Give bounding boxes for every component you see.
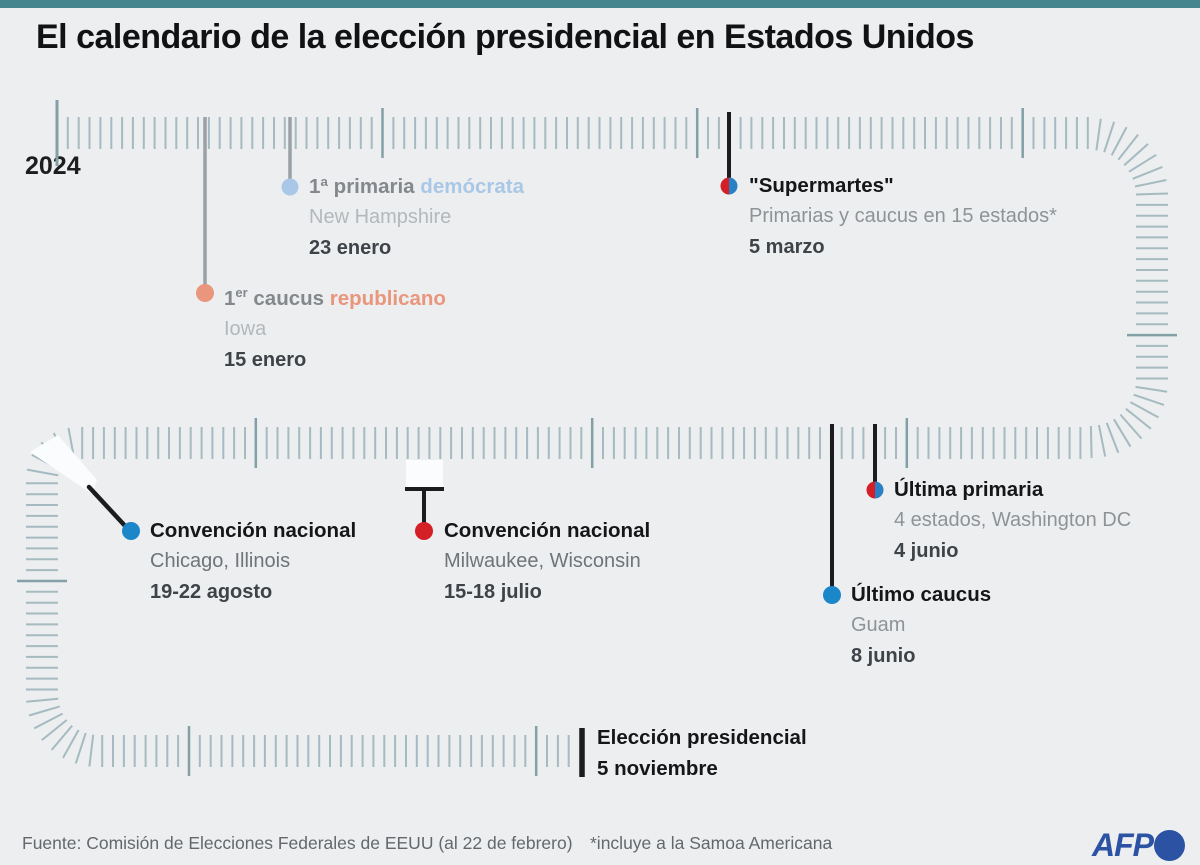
ruler-tick <box>1103 121 1116 153</box>
ruler-tick <box>1089 425 1093 459</box>
ruler-tick <box>1125 408 1152 430</box>
ruler-tick <box>26 468 59 477</box>
event-date: 23 enero <box>309 237 392 259</box>
ruler-tick <box>41 719 68 741</box>
event-title: Último caucus <box>851 583 992 606</box>
event-election-day: Elección presidencial 5 noviembre <box>597 722 807 784</box>
dot-convention-dem <box>122 522 140 540</box>
afp-logo-text: AFP <box>1092 827 1154 863</box>
ruler-tick <box>1123 143 1149 167</box>
ruler-tick <box>28 705 60 717</box>
event-title: "Supermartes" <box>749 174 894 197</box>
connector-chicago <box>86 484 130 531</box>
footnote: *incluye a la Samoa Americana <box>590 833 833 853</box>
event-last-caucus: Último caucus Guam 8 junio <box>851 579 991 672</box>
dot-first-republican-caucus <box>196 284 214 302</box>
page-title: El calendario de la elección presidencia… <box>36 18 974 56</box>
event-convention-dem: Convención nacional Chicago, Illinois 19… <box>150 515 356 608</box>
ruler-tick <box>62 729 80 759</box>
timeline-ticks <box>17 100 1177 776</box>
ruler-tick <box>1113 418 1132 448</box>
ruler-tick <box>1119 413 1143 440</box>
ruler-tick <box>88 734 95 767</box>
event-date: 15 enero <box>224 348 307 371</box>
event-place: Iowa <box>224 317 267 340</box>
dot-convention-rep <box>415 522 433 540</box>
year-label: 2024 <box>25 152 81 180</box>
dot-last-primary-blue-half <box>875 481 884 499</box>
event-place: Guam <box>851 614 906 636</box>
ruler-tick <box>1132 165 1163 180</box>
event-convention-rep: Convención nacional Milwaukee, Wisconsin… <box>444 515 650 608</box>
callout-mask-milwaukee <box>406 460 443 489</box>
event-last-primary: Última primaria 4 estados, Washington DC… <box>894 474 1131 567</box>
dot-first-democratic-primary <box>281 178 299 196</box>
event-place: Chicago, Illinois <box>150 550 291 572</box>
callout-mask-chicago <box>30 435 97 494</box>
ruler-tick <box>1105 422 1120 454</box>
event-title: Convención nacional <box>444 519 651 542</box>
event-place: New Hampshire <box>309 206 452 228</box>
event-date: 4 junio <box>894 540 959 562</box>
ruler-tick <box>1128 153 1157 173</box>
ruler-tick <box>33 712 64 730</box>
ruler-tick <box>1097 424 1107 457</box>
event-supertuesday: "Supermartes" Primarias y caucus en 15 e… <box>749 170 1057 263</box>
ruler-tick <box>26 697 59 703</box>
event-title: Convención nacional <box>150 519 357 542</box>
event-date: 5 marzo <box>749 236 825 258</box>
ruler-tick <box>1135 385 1168 393</box>
dot-last-caucus <box>823 586 841 604</box>
event-title: 1ª primaria demócrata <box>309 175 524 198</box>
event-date: 5 noviembre <box>597 757 718 780</box>
event-date: 19-22 agosto <box>150 581 273 603</box>
event-first-republican-caucus: 1er caucus republicano Iowa 15 enero <box>224 277 446 376</box>
event-date: 15-18 julio <box>444 581 542 603</box>
afp-globe-icon <box>1154 830 1185 861</box>
ruler-tick <box>1135 192 1169 196</box>
ruler-tick <box>1134 179 1167 188</box>
ruler-tick <box>1110 126 1128 156</box>
ruler-tick <box>1095 118 1102 151</box>
event-title: Última primaria <box>894 478 1044 501</box>
event-place: 4 estados, Washington DC <box>894 509 1132 531</box>
top-accent-bar <box>0 0 1200 8</box>
ruler-tick <box>1133 393 1165 406</box>
event-title: 1er caucus republicano <box>224 285 446 310</box>
afp-logo: AFP <box>1092 827 1185 864</box>
dot-supertuesday-blue-half <box>729 177 738 195</box>
event-place: Milwaukee, Wisconsin <box>444 550 641 572</box>
source-credit: Fuente: Comisión de Elecciones Federales… <box>22 833 573 853</box>
event-date: 8 junio <box>851 645 916 667</box>
ruler-tick <box>1129 401 1159 419</box>
event-place: Primarias y caucus en 15 estados* <box>749 205 1057 227</box>
ruler-tick <box>1117 133 1139 161</box>
ruler-tick <box>50 724 73 751</box>
dot-supertuesday-red-half <box>720 177 729 195</box>
event-first-democratic-primary: 1ª primaria demócrata New Hampshire 23 e… <box>309 171 524 264</box>
event-title: Elección presidencial <box>597 726 807 749</box>
ruler-tick <box>74 732 87 764</box>
dot-last-primary-red-half <box>866 481 875 499</box>
